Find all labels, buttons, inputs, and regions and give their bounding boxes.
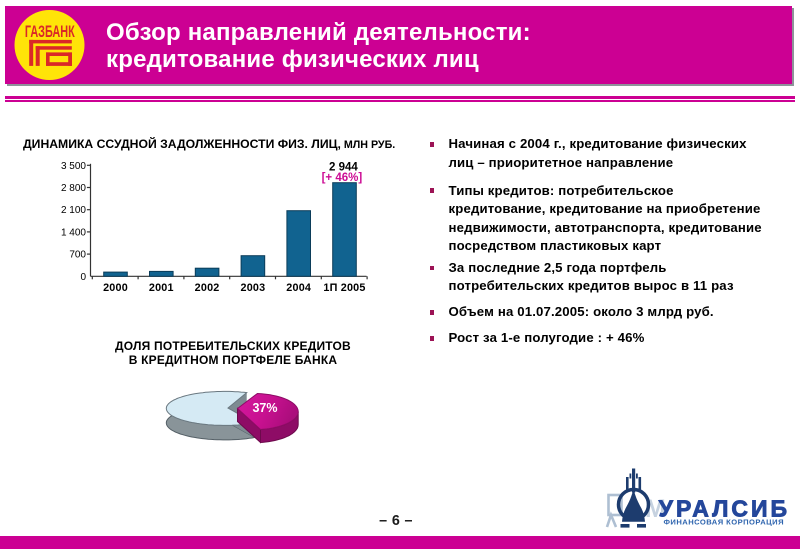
svg-text:ГАЗБАНК: ГАЗБАНК xyxy=(25,23,75,42)
svg-text:М: М xyxy=(645,495,666,523)
svg-text:УРАЛСИБ: УРАЛСИБ xyxy=(659,496,790,522)
svg-text:1 400: 1 400 xyxy=(61,227,86,238)
svg-text:ФИНАНСОВАЯ КОРПОРАЦИЯ: ФИНАНСОВАЯ КОРПОРАЦИЯ xyxy=(663,518,784,527)
svg-text:2000: 2000 xyxy=(103,282,128,294)
svg-text:2 800: 2 800 xyxy=(61,183,86,194)
svg-text:1П 2005: 1П 2005 xyxy=(323,282,365,294)
svg-text:2004: 2004 xyxy=(286,282,311,294)
svg-text:2003: 2003 xyxy=(240,282,265,294)
svg-text:2 944: 2 944 xyxy=(329,161,358,173)
svg-text:[+ 46%]: [+ 46%] xyxy=(322,172,363,184)
svg-text:2001: 2001 xyxy=(149,282,174,294)
svg-text:0: 0 xyxy=(80,272,86,283)
svg-text:37%: 37% xyxy=(252,401,277,415)
svg-text:700: 700 xyxy=(69,250,86,261)
svg-text:3 500: 3 500 xyxy=(61,161,86,172)
svg-text:2002: 2002 xyxy=(195,282,220,294)
svg-text:2 100: 2 100 xyxy=(61,205,86,216)
